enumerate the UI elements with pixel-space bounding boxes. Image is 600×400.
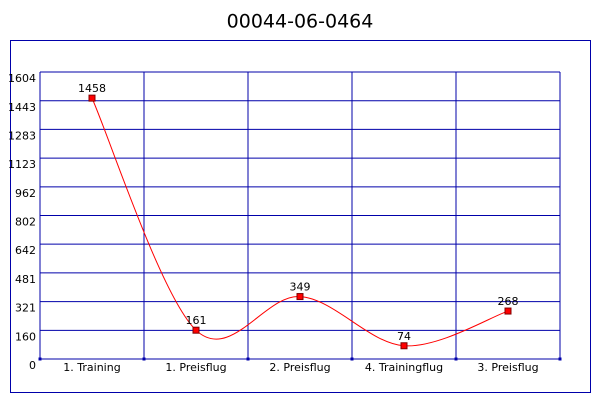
frame bbox=[10, 40, 591, 393]
axis-dot bbox=[350, 357, 354, 361]
y-tick-label: 160 bbox=[15, 330, 36, 343]
y-tick-label: 1283 bbox=[8, 129, 36, 142]
axis-dot bbox=[38, 357, 42, 361]
data-label: 349 bbox=[290, 281, 311, 294]
x-tick-label: 4. Trainingflug bbox=[365, 361, 443, 374]
point-marker bbox=[88, 94, 96, 102]
y-tick-label: 802 bbox=[15, 216, 36, 229]
data-label: 268 bbox=[498, 295, 519, 308]
y-tick-label: 1604 bbox=[8, 72, 36, 85]
axis-dot bbox=[454, 357, 458, 361]
y-tick-label: 481 bbox=[15, 273, 36, 286]
axis-dot bbox=[558, 357, 562, 361]
x-tick-label: 2. Preisflug bbox=[269, 361, 330, 374]
y-tick-label: 962 bbox=[15, 187, 36, 200]
y-tick-label: 321 bbox=[15, 302, 36, 315]
data-label: 74 bbox=[397, 330, 411, 343]
axis-dot bbox=[246, 357, 250, 361]
x-tick-label: 1. Training bbox=[63, 361, 120, 374]
y-tick-label: 642 bbox=[15, 244, 36, 257]
point-marker bbox=[400, 342, 408, 350]
point-marker bbox=[504, 307, 512, 315]
data-label: 1458 bbox=[78, 82, 106, 95]
x-tick-label: 1. Preisflug bbox=[165, 361, 226, 374]
point-marker bbox=[192, 326, 200, 334]
axis-dot bbox=[142, 357, 146, 361]
series-line bbox=[91, 97, 509, 347]
x-tick-label: 3. Preisflug bbox=[477, 361, 538, 374]
point-marker bbox=[296, 293, 304, 301]
y-tick-label: 1123 bbox=[8, 158, 36, 171]
y-tick-label: 1443 bbox=[8, 101, 36, 114]
y-tick-label: 0 bbox=[29, 359, 36, 372]
data-label: 161 bbox=[186, 314, 207, 327]
chart-title: 00044-06-0464 bbox=[227, 11, 374, 33]
